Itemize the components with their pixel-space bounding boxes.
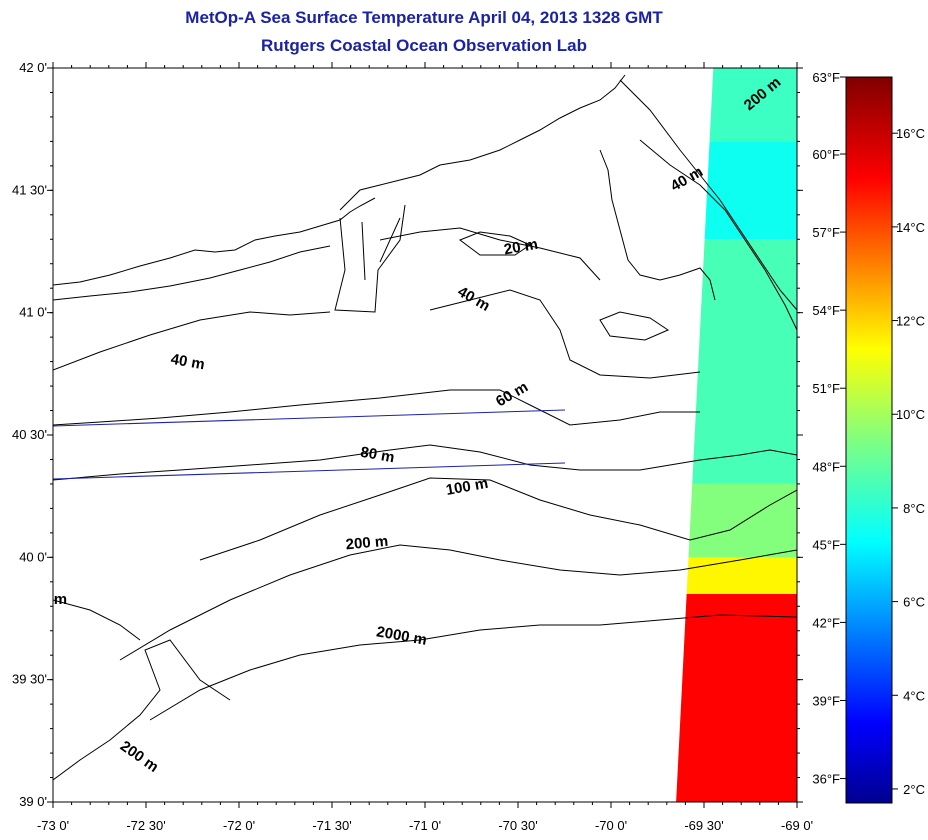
latitude-labels: 39 0' 39 30' 40 0' 40 30' 41 0' 41 30' 42 0' <box>12 60 47 809</box>
fahrenheit-label: 48°F <box>812 459 840 474</box>
lon-label: -73 0' <box>37 818 69 833</box>
lon-label: -71 0' <box>409 818 441 833</box>
shipping-lane-south <box>53 462 566 480</box>
celsius-label: 14°C <box>896 220 925 235</box>
fahrenheit-label: 39°F <box>812 693 840 708</box>
long-island-coast <box>53 197 376 286</box>
lat-label: 42 0' <box>19 60 47 75</box>
contour-label: 60 m <box>493 378 531 410</box>
lon-label: -72 0' <box>223 818 255 833</box>
contour-200m-east <box>619 79 797 311</box>
fahrenheit-label: 60°F <box>812 147 840 162</box>
celsius-label: 2°C <box>903 782 925 797</box>
fahrenheit-label: 51°F <box>812 381 840 396</box>
lon-label: -71 30' <box>312 818 351 833</box>
shipping-lanes <box>53 409 566 480</box>
axis-ticks <box>47 62 803 808</box>
map-title: MetOp-A Sea Surface Temperature April 04… <box>185 8 663 27</box>
lat-label: 41 30' <box>12 182 47 197</box>
lat-label: 40 0' <box>19 549 47 564</box>
longitude-labels: -73 0' -72 30' -72 0' -71 30' -71 0' -70 30' -… <box>37 818 813 833</box>
lat-label: 40 30' <box>12 427 47 442</box>
contour-40m-north <box>429 289 701 379</box>
contour-label: 20 m <box>503 236 540 259</box>
fahrenheit-label: 54°F <box>812 303 840 318</box>
contour-label: 2000 m <box>375 623 428 649</box>
narragansett-bay <box>334 204 406 313</box>
fahrenheit-label: 36°F <box>812 772 840 787</box>
coastline-and-bathymetry <box>53 74 797 781</box>
contour-deep-west <box>53 599 141 641</box>
sst-band-5 <box>709 68 797 142</box>
shipping-lane-north <box>53 409 566 427</box>
contour-label: m <box>54 591 67 608</box>
contour-40m-east <box>639 139 797 331</box>
contour-2000m <box>149 614 797 721</box>
contour-100m <box>199 477 797 561</box>
celsius-labels: 2°C 4°C 6°C 8°C 10°C 12°C 14°C 16°C <box>896 126 925 797</box>
lon-label: -69 0' <box>781 818 813 833</box>
contour-20m <box>379 227 601 281</box>
cape-cod <box>599 149 716 301</box>
fahrenheit-label: 57°F <box>812 225 840 240</box>
contour-label: 200 m <box>117 738 162 776</box>
map-subtitle: Rutgers Coastal Ocean Observation Lab <box>261 36 587 55</box>
celsius-label: 16°C <box>896 126 925 141</box>
sst-band-2 <box>688 483 797 558</box>
lat-label: 39 0' <box>19 794 47 809</box>
sst-band-0 <box>676 594 797 802</box>
long-island-south-shore <box>53 245 331 301</box>
contour-label: 40 m <box>668 163 706 195</box>
contour-label: 200 m <box>345 533 389 554</box>
bay-channel <box>361 217 401 281</box>
lat-label: 41 0' <box>19 305 47 320</box>
lon-label: -72 30' <box>126 818 165 833</box>
fahrenheit-labels: 36°F 39°F 42°F 45°F 48°F 51°F 54°F 57°F 60°F 63°F <box>812 70 840 787</box>
celsius-label: 8°C <box>903 501 925 516</box>
marthas-vineyard <box>458 231 532 256</box>
new-england-coast <box>339 74 626 211</box>
contour-200m-canyon <box>53 639 231 781</box>
sst-band-1 <box>686 557 797 595</box>
contour-200m-shelfbreak <box>119 544 797 661</box>
contour-label: 40 m <box>455 283 493 315</box>
sst-band-4 <box>704 141 797 240</box>
fahrenheit-label: 63°F <box>812 70 840 85</box>
lat-label: 39 30' <box>12 672 47 687</box>
fahrenheit-label: 42°F <box>812 615 840 630</box>
celsius-label: 10°C <box>896 407 925 422</box>
contour-60m <box>53 389 700 426</box>
lon-label: -69 30' <box>684 818 723 833</box>
contour-label: 40 m <box>169 351 206 374</box>
contour-40m-west <box>53 311 331 371</box>
lon-label: -70 30' <box>498 818 537 833</box>
contour-label: 80 m <box>359 444 396 467</box>
sst-band-3 <box>692 239 797 484</box>
celsius-label: 12°C <box>896 314 925 329</box>
celsius-label: 6°C <box>903 595 925 610</box>
nantucket <box>599 311 670 341</box>
celsius-label: 4°C <box>903 688 925 703</box>
fahrenheit-label: 45°F <box>812 537 840 552</box>
colorbar-ticks <box>840 76 898 790</box>
contour-80m <box>53 444 797 481</box>
lon-label: -70 0' <box>595 818 627 833</box>
colorbar <box>845 76 893 804</box>
